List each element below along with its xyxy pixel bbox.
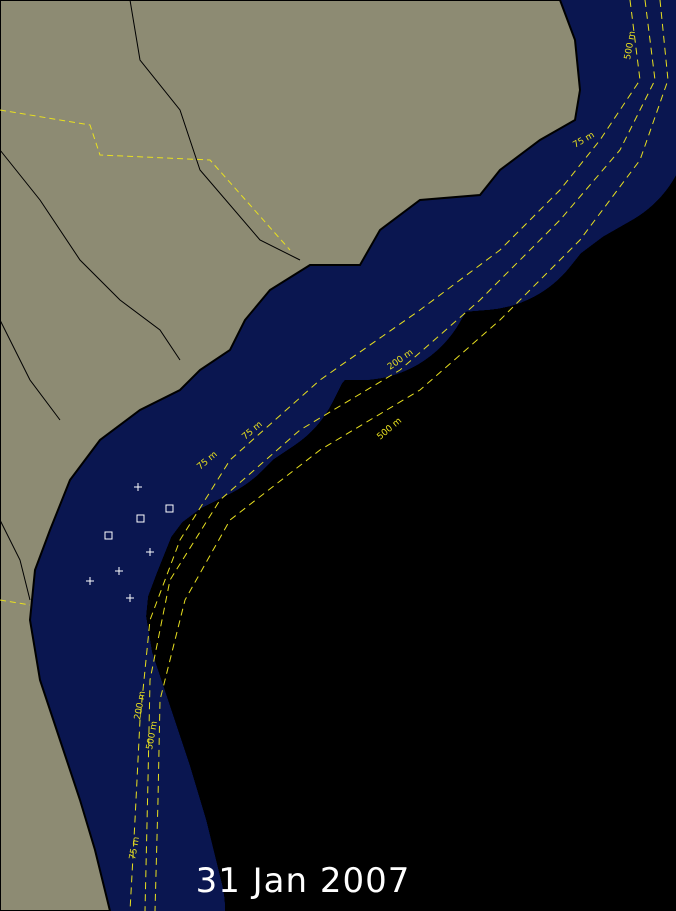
contour-label: 500 m	[145, 720, 160, 750]
contour-label: 200 m	[133, 690, 148, 720]
station-box	[104, 531, 113, 540]
depth-contours	[129, 0, 669, 911]
station-box	[165, 504, 174, 513]
contour-500m	[154, 0, 669, 911]
land	[0, 0, 582, 911]
border	[0, 319, 61, 421]
station-box	[136, 514, 145, 523]
state-borders	[0, 109, 291, 606]
state-border	[0, 109, 291, 251]
state-border	[0, 599, 31, 606]
contour-200m	[144, 0, 656, 911]
date-label: 31 Jan 2007	[196, 861, 411, 901]
border	[0, 149, 181, 361]
station-plus	[86, 483, 154, 602]
border	[0, 519, 31, 601]
contour-75m	[129, 0, 641, 911]
border	[129, 0, 301, 261]
county-borders	[0, 0, 301, 601]
contour-label: 500 m	[623, 30, 638, 60]
station-markers	[86, 483, 174, 602]
contour-label: 75 m	[128, 836, 142, 860]
